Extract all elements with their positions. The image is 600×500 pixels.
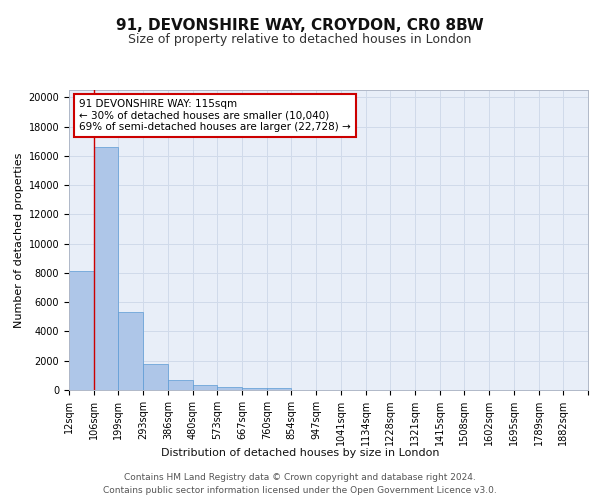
Text: Size of property relative to detached houses in London: Size of property relative to detached ho… <box>128 32 472 46</box>
Text: Contains HM Land Registry data © Crown copyright and database right 2024.: Contains HM Land Registry data © Crown c… <box>124 472 476 482</box>
Text: Distribution of detached houses by size in London: Distribution of detached houses by size … <box>161 448 439 458</box>
Text: 91, DEVONSHIRE WAY, CROYDON, CR0 8BW: 91, DEVONSHIRE WAY, CROYDON, CR0 8BW <box>116 18 484 32</box>
Bar <box>69 272 94 390</box>
Bar <box>267 388 292 390</box>
Bar <box>118 312 143 390</box>
Bar <box>193 385 217 390</box>
Text: 91 DEVONSHIRE WAY: 115sqm
← 30% of detached houses are smaller (10,040)
69% of s: 91 DEVONSHIRE WAY: 115sqm ← 30% of detac… <box>79 99 351 132</box>
Bar <box>143 364 168 390</box>
Text: Contains public sector information licensed under the Open Government Licence v3: Contains public sector information licen… <box>103 486 497 495</box>
Bar <box>168 380 193 390</box>
Bar <box>217 387 242 390</box>
Bar <box>242 388 267 390</box>
Y-axis label: Number of detached properties: Number of detached properties <box>14 152 25 328</box>
Bar <box>94 147 118 390</box>
